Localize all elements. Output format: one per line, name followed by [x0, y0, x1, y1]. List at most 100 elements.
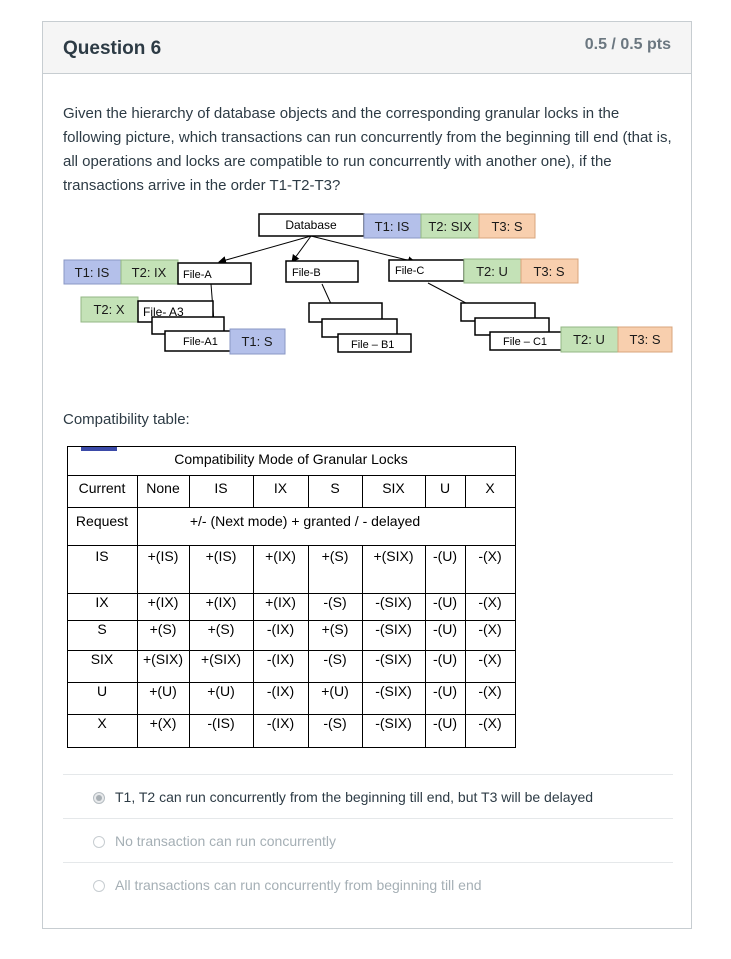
table-cell: -(U): [433, 715, 457, 731]
answer-list: T1, T2 can run concurrently from the beg…: [63, 774, 673, 906]
table-cell: -(SIX): [375, 683, 412, 699]
file-c1-lock-t2: T2: U: [573, 332, 605, 347]
file-a-children: T2: X File- A3 File-A1 T1: S: [80, 296, 286, 355]
database-label: Database: [285, 218, 337, 232]
database-lock-t3: T3: S: [491, 219, 522, 234]
file-c-node: File-C T2: U T3: S: [388, 258, 579, 284]
column-header: SIX: [382, 480, 405, 496]
file-c-lock-t2: T2: U: [476, 264, 508, 279]
row-mode-label: IS: [95, 548, 108, 564]
table-cell: -(S): [323, 651, 346, 667]
question-points: 0.5 / 0.5 pts: [584, 36, 671, 53]
question-text: Given the hierarchy of database objects …: [63, 105, 672, 194]
table-cell: -(X): [478, 621, 501, 637]
table-cell: -(IX): [267, 683, 294, 699]
table-cell: +(U): [321, 683, 349, 699]
table-cell: -(SIX): [375, 594, 412, 610]
column-header: S: [330, 480, 339, 496]
question-header: Question 6 0.5 / 0.5 pts: [43, 22, 691, 74]
table-cell: -(IX): [267, 651, 294, 667]
table-cell: -(U): [433, 651, 457, 667]
row-mode-label: S: [97, 621, 106, 637]
table-cell: -(U): [433, 683, 457, 699]
database-lock-t1: T1: IS: [375, 219, 410, 234]
answer-option[interactable]: T1, T2 can run concurrently from the beg…: [63, 774, 673, 818]
file-a1-label: File-A1: [183, 336, 218, 348]
question-card: Question 6 0.5 / 0.5 pts Given the hiera…: [42, 21, 692, 929]
table-cell: +(IX): [265, 594, 296, 610]
file-a-lock-t2: T2: IX: [132, 265, 167, 280]
answer-option[interactable]: No transaction can run concurrently: [63, 818, 673, 862]
table-cell: +(SIX): [143, 651, 183, 667]
table-cell: +(IX): [148, 594, 179, 610]
answer-label: All transactions can run concurrently fr…: [115, 877, 482, 893]
file-a-label: File-A: [183, 269, 212, 281]
table-cell: -(X): [478, 594, 501, 610]
table-cell: -(X): [478, 548, 501, 564]
table-cell: +(SIX): [373, 548, 413, 564]
file-c1-label: File – C1: [503, 336, 547, 348]
answer-label: T1, T2 can run concurrently from the beg…: [115, 789, 594, 805]
table-cell: -(U): [433, 621, 457, 637]
table-cell: -(S): [323, 594, 346, 610]
file-c-label: File-C: [395, 265, 424, 277]
file-a3-lock-t2: T2: X: [93, 302, 124, 317]
column-header: None: [146, 480, 180, 496]
file-b-children: File – B1: [308, 302, 412, 353]
table-cell: +(S): [322, 621, 349, 637]
compatibility-heading: Compatibility table:: [63, 411, 190, 428]
table-cell: +(S): [322, 548, 349, 564]
table-cell: +(X): [150, 715, 177, 731]
table-cell: -(SIX): [375, 715, 412, 731]
table-cell: +(IS): [148, 548, 179, 564]
table-cell: -(X): [478, 651, 501, 667]
table-cell: +(IS): [206, 548, 237, 564]
request-label: Request: [76, 513, 128, 529]
table-cell: +(S): [208, 621, 235, 637]
table-cell: -(IX): [267, 621, 294, 637]
column-header: U: [440, 480, 450, 496]
row-mode-label: X: [97, 715, 107, 731]
radio-selected[interactable]: [93, 792, 105, 804]
file-b-label: File-B: [292, 267, 321, 279]
file-a3-label: File- A3: [143, 305, 184, 319]
row-mode-label: U: [97, 683, 107, 699]
column-header: X: [485, 480, 495, 496]
file-b-node: File-B: [285, 260, 359, 283]
table-cell: +(U): [207, 683, 235, 699]
table-logo-mark: [81, 446, 117, 451]
table-cell: +(SIX): [201, 651, 241, 667]
radio-unselected[interactable]: [93, 836, 105, 848]
file-c-children: File – C1 T2: U T3: S: [460, 302, 673, 353]
database-lock-t2: T2: SIX: [428, 219, 472, 234]
row-mode-label: IX: [95, 594, 109, 610]
table-cell: +(IX): [206, 594, 237, 610]
question-title: Question 6: [63, 38, 162, 59]
table-cell: -(SIX): [375, 621, 412, 637]
lock-hierarchy-diagram: Database T1: IS T2: SIX T3: S T1: IS T2:…: [63, 213, 673, 355]
table-cell: -(SIX): [375, 651, 412, 667]
table-cell: -(U): [433, 594, 457, 610]
table-cell: -(U): [433, 548, 457, 564]
radio-unselected[interactable]: [93, 880, 105, 892]
table-grid: [67, 475, 515, 747]
table-cell: -(S): [323, 715, 346, 731]
table-cell: -(X): [478, 715, 501, 731]
compatibility-table: Compatibility Mode of Granular Locks Cur…: [67, 446, 516, 748]
table-cell: -(IX): [267, 715, 294, 731]
table-cell: +(IX): [265, 548, 296, 564]
file-a1-lock-t1: T1: S: [241, 334, 272, 349]
column-header: IX: [274, 480, 288, 496]
table-cell: +(U): [149, 683, 177, 699]
file-c1-lock-t3: T3: S: [629, 332, 660, 347]
file-b1-label: File – B1: [351, 339, 394, 351]
answer-option[interactable]: All transactions can run concurrently fr…: [63, 862, 673, 906]
table-cell: -(IS): [207, 715, 234, 731]
table-title: Compatibility Mode of Granular Locks: [174, 451, 407, 467]
table-cell: +(S): [150, 621, 177, 637]
file-a-lock-t1: T1: IS: [75, 265, 110, 280]
database-node: Database T1: IS T2: SIX T3: S: [258, 213, 536, 239]
current-label: Current: [79, 480, 126, 496]
answer-label: No transaction can run concurrently: [115, 833, 336, 849]
row-mode-label: SIX: [91, 651, 114, 667]
